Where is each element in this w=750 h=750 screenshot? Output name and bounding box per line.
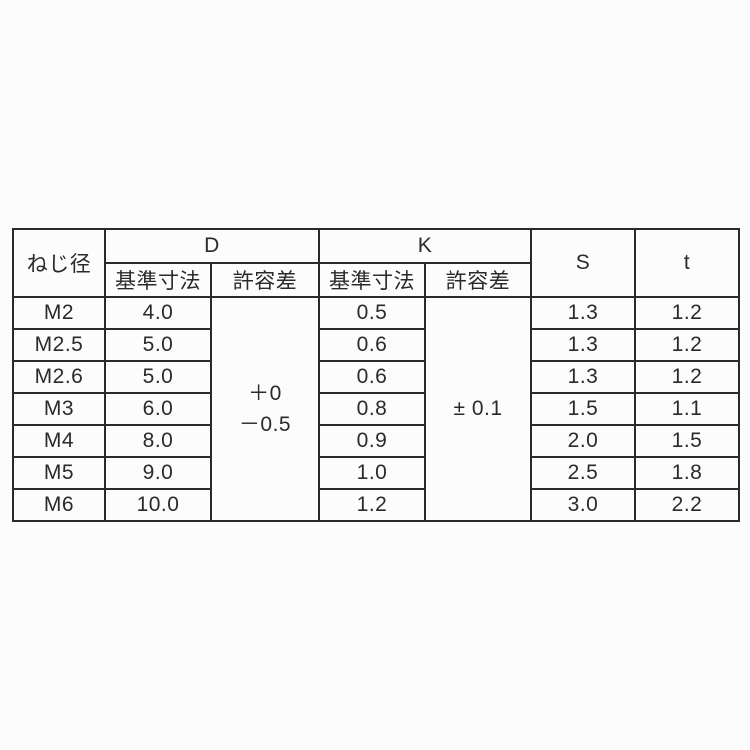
d-tol-plus: ＋0 [248,382,282,405]
table-row: M2 4.0 ＋0 －0.5 0.5 ± 0.1 1.3 1.2 [13,297,739,329]
cell-k-ref: 0.9 [319,425,425,457]
table-row: M2.6 5.0 0.6 1.3 1.2 [13,361,739,393]
spec-table: ねじ径 D K S t 基準寸法 許容差 基準寸法 許容差 M2 4.0 ＋0 … [12,228,740,522]
cell-k-ref: 0.6 [319,361,425,393]
cell-t: 1.2 [635,361,739,393]
cell-t: 1.2 [635,297,739,329]
cell-d-ref: 5.0 [105,329,211,361]
header-s: S [531,229,635,297]
cell-thread: M2.5 [13,329,105,361]
cell-s: 1.3 [531,329,635,361]
header-d: D [105,229,319,263]
cell-t: 1.2 [635,329,739,361]
cell-d-tol: ＋0 －0.5 [211,297,319,521]
header-k-ref: 基準寸法 [319,263,425,297]
cell-t: 1.5 [635,425,739,457]
cell-s: 1.3 [531,361,635,393]
cell-d-ref: 9.0 [105,457,211,489]
cell-thread: M6 [13,489,105,521]
d-tol-minus: －0.5 [239,413,291,436]
cell-s: 3.0 [531,489,635,521]
cell-t: 2.2 [635,489,739,521]
table-row: M4 8.0 0.9 2.0 1.5 [13,425,739,457]
header-d-tol: 許容差 [211,263,319,297]
cell-thread: M5 [13,457,105,489]
table-row: M2.5 5.0 0.6 1.3 1.2 [13,329,739,361]
cell-thread: M2.6 [13,361,105,393]
table-row: M5 9.0 1.0 2.5 1.8 [13,457,739,489]
cell-d-ref: 4.0 [105,297,211,329]
cell-d-ref: 8.0 [105,425,211,457]
header-d-ref: 基準寸法 [105,263,211,297]
cell-t: 1.1 [635,393,739,425]
header-k-tol: 許容差 [425,263,531,297]
spec-table-body: M2 4.0 ＋0 －0.5 0.5 ± 0.1 1.3 1.2 M2.5 5.… [13,297,739,521]
table-row: M6 10.0 1.2 3.0 2.2 [13,489,739,521]
cell-s: 1.5 [531,393,635,425]
cell-k-ref: 1.0 [319,457,425,489]
cell-k-ref: 0.5 [319,297,425,329]
cell-s: 2.0 [531,425,635,457]
cell-t: 1.8 [635,457,739,489]
header-k: K [319,229,531,263]
cell-k-ref: 0.6 [319,329,425,361]
cell-k-ref: 1.2 [319,489,425,521]
cell-thread: M4 [13,425,105,457]
cell-s: 2.5 [531,457,635,489]
table-row: M3 6.0 0.8 1.5 1.1 [13,393,739,425]
header-t: t [635,229,739,297]
cell-thread: M2 [13,297,105,329]
cell-thread: M3 [13,393,105,425]
header-thread-dia: ねじ径 [13,229,105,297]
cell-d-ref: 5.0 [105,361,211,393]
cell-s: 1.3 [531,297,635,329]
cell-k-tol: ± 0.1 [425,297,531,521]
cell-d-ref: 10.0 [105,489,211,521]
cell-k-ref: 0.8 [319,393,425,425]
cell-d-ref: 6.0 [105,393,211,425]
